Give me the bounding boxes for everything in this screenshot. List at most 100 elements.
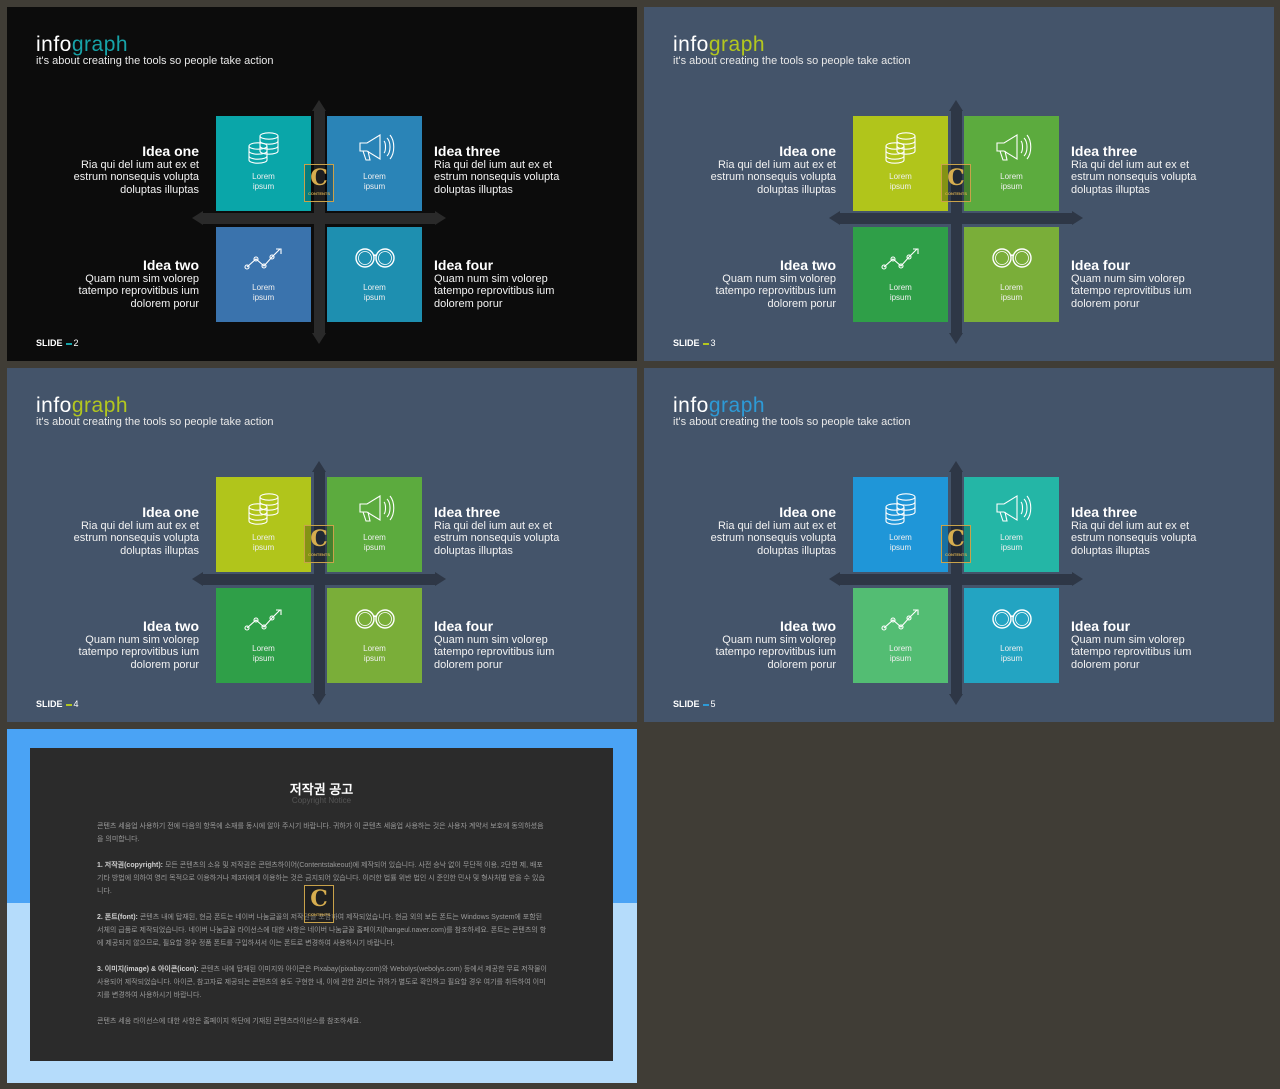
- arrow-down-icon: [949, 694, 963, 705]
- slide-subtitle: it's about creating the tools so people …: [673, 55, 911, 67]
- contents-logo: C CONTENTS: [304, 885, 334, 923]
- idea-box-4: Lorem ipsum: [964, 588, 1059, 683]
- slide-thumbnail-4[interactable]: infograph it's about creating the tools …: [7, 368, 637, 722]
- box-caption: Lorem ipsum: [363, 533, 386, 552]
- idea-one-text: Idea one Ria qui del ium aut ex et estrum …: [710, 504, 836, 557]
- label-dash: [65, 703, 72, 706]
- idea-box-4: Lorem ipsum: [327, 588, 422, 683]
- idea-four-text: Idea four Quam num sim volorep tatempo rep…: [434, 257, 555, 310]
- box-caption: Lorem ipsum: [889, 644, 912, 663]
- arrow-up-icon: [949, 461, 963, 472]
- notice-body: 콘텐츠 세움업 사용하기 전에 다음의 항목에 소재를 동시에 알아 주시기 바…: [97, 820, 549, 1041]
- arrow-up-icon: [949, 100, 963, 111]
- idea-two-text: Idea two Quam num sim volorep tatempo repr…: [715, 618, 836, 671]
- megaphone-icon: [359, 495, 395, 522]
- box-caption: Lorem ipsum: [1000, 533, 1023, 552]
- copyright-notice-slide[interactable]: 저작권 공고 Copyright Notice 콘텐츠 세움업 사용하기 전에 …: [7, 729, 637, 1083]
- idea-two-text: Idea two Quam num sim volorep tatempo repr…: [78, 257, 199, 310]
- box-caption: Lorem ipsum: [363, 172, 386, 191]
- coins-icon: [248, 132, 279, 164]
- contents-logo: C CONTENTS: [941, 164, 971, 202]
- notice-paragraph: 콘텐츠 세움 라이선스에 대한 사항은 홈페이지 하단에 기재된 콘텐츠라이선스…: [97, 1018, 362, 1025]
- arrow-right-icon: [435, 572, 446, 586]
- idea-four-text: Idea four Quam num sim volorep tatempo rep…: [434, 618, 555, 671]
- glasses-icon: [355, 248, 395, 268]
- idea-one-text: Idea one Ria qui del ium aut ex et estrum …: [710, 143, 836, 196]
- notice-subtitle: Copyright Notice: [291, 796, 352, 805]
- slide-number-label: SLIDE 5: [673, 699, 716, 709]
- notice-paragraph: 2. 폰트(font): 콘텐츠 내에 탑재된, 현금 폰트는 네이버 나눔글꼴…: [97, 914, 547, 947]
- box-caption: Lorem ipsum: [252, 644, 275, 663]
- arrow-down-icon: [312, 333, 326, 344]
- growth-chart-icon: [881, 609, 919, 631]
- arrow-down-icon: [312, 694, 326, 705]
- title-info: info: [673, 33, 709, 56]
- title-info: info: [36, 394, 72, 417]
- slide-number-label: SLIDE 2: [36, 338, 79, 348]
- contents-logo: C CONTENTS: [304, 525, 334, 563]
- box-caption: Lorem ipsum: [1000, 172, 1023, 191]
- horizontal-axis: [840, 213, 1073, 224]
- arrow-left-icon: [192, 211, 203, 225]
- glasses-icon: [355, 609, 395, 629]
- idea-two-text: Idea two Quam num sim volorep tatempo repr…: [78, 618, 199, 671]
- idea-box-2: Lorem ipsum: [853, 588, 948, 683]
- box-caption: Lorem ipsum: [1000, 283, 1023, 302]
- notice-paragraph: 1. 저작권(copyright): 모든 콘텐츠의 소유 및 저작권은 콘텐츠…: [97, 862, 545, 895]
- box-caption: Lorem ipsum: [363, 644, 386, 663]
- slide-thumbnail-2[interactable]: infograph it's about creating the tools …: [7, 7, 637, 361]
- idea-four-text: Idea four Quam num sim volorep tatempo rep…: [1071, 257, 1192, 310]
- megaphone-icon: [996, 134, 1032, 161]
- box-caption: Lorem ipsum: [363, 283, 386, 302]
- slide-number-label: SLIDE 4: [36, 699, 79, 709]
- idea-box-3: Lorem ipsum: [327, 477, 422, 572]
- slide-subtitle: it's about creating the tools so people …: [36, 55, 274, 67]
- title-info: info: [36, 33, 72, 56]
- idea-box-1: Lorem ipsum: [216, 116, 311, 211]
- megaphone-icon: [359, 134, 395, 161]
- idea-two-text: Idea two Quam num sim volorep tatempo repr…: [715, 257, 836, 310]
- box-caption: Lorem ipsum: [889, 283, 912, 302]
- box-caption: Lorem ipsum: [889, 172, 912, 191]
- box-caption: Lorem ipsum: [889, 533, 912, 552]
- notice-title: 저작권 공고: [289, 782, 354, 797]
- notice-paragraph: 3. 이미지(image) & 아이콘(icon): 콘텐츠 내에 탑재된 이미…: [97, 966, 547, 999]
- slide-title: infograph: [673, 394, 765, 418]
- coins-icon: [885, 132, 916, 164]
- coins-icon: [248, 493, 279, 525]
- label-dash: [702, 703, 709, 706]
- box-caption: Lorem ipsum: [252, 533, 275, 552]
- title-graph: graph: [708, 394, 766, 417]
- title-graph: graph: [71, 33, 129, 56]
- horizontal-axis: [203, 213, 436, 224]
- megaphone-icon: [996, 495, 1032, 522]
- arrow-right-icon: [435, 211, 446, 225]
- idea-one-text: Idea one Ria qui del ium aut ex et estrum …: [73, 143, 199, 196]
- label-dash: [702, 342, 709, 345]
- glasses-icon: [992, 609, 1032, 629]
- horizontal-axis: [203, 574, 436, 585]
- glasses-icon: [992, 248, 1032, 268]
- idea-one-text: Idea one Ria qui del ium aut ex et estrum …: [73, 504, 199, 557]
- arrow-right-icon: [1072, 572, 1083, 586]
- slide-subtitle: it's about creating the tools so people …: [673, 416, 911, 428]
- coins-icon: [885, 493, 916, 525]
- slide-thumbnail-5[interactable]: infograph it's about creating the tools …: [644, 368, 1274, 722]
- idea-box-1: Lorem ipsum: [216, 477, 311, 572]
- idea-box-1: Lorem ipsum: [853, 477, 948, 572]
- label-dash: [65, 342, 72, 345]
- idea-box-2: Lorem ipsum: [216, 227, 311, 322]
- slide-title: infograph: [673, 33, 765, 57]
- notice-paragraph: 콘텐츠 세움업 사용하기 전에 다음의 항목에 소재를 동시에 알아 주시기 바…: [97, 823, 544, 843]
- idea-box-3: Lorem ipsum: [964, 477, 1059, 572]
- notice-card: 저작권 공고 Copyright Notice 콘텐츠 세움업 사용하기 전에 …: [30, 748, 613, 1061]
- arrow-up-icon: [312, 100, 326, 111]
- idea-box-2: Lorem ipsum: [853, 227, 948, 322]
- idea-box-1: Lorem ipsum: [853, 116, 948, 211]
- horizontal-axis: [840, 574, 1073, 585]
- box-caption: Lorem ipsum: [252, 172, 275, 191]
- idea-three-text: Idea three Ria qui del ium aut ex et estru…: [434, 504, 560, 557]
- slide-title: infograph: [36, 394, 128, 418]
- slide-number-label: SLIDE 3: [673, 338, 716, 348]
- slide-thumbnail-3[interactable]: infograph it's about creating the tools …: [644, 7, 1274, 361]
